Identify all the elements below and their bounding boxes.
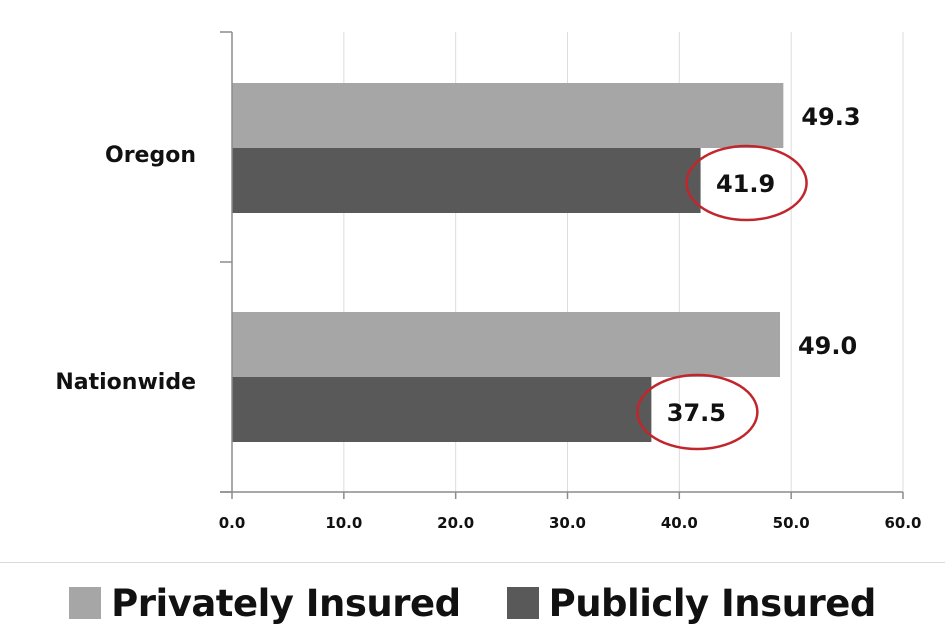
- bar-chart: 0.0 10.0 20.0 30.0 40.0 50.0 60.0 Oregon Natio…: [55, 31, 922, 532]
- value-label-nationwide-privately-insured: 49.0: [798, 332, 857, 360]
- x-ticks: 0.0 10.0 20.0 30.0 40.0 50.0 60.0: [219, 31, 922, 532]
- bar-nationwide-privately-insured: [232, 312, 780, 377]
- value-label-oregon-publicly-insured: 41.9: [716, 170, 775, 198]
- legend-item-privately-insured: Privately Insured: [69, 581, 461, 625]
- x-tick-label-20-0: 20.0: [437, 514, 474, 532]
- legend-separator: [0, 562, 945, 563]
- highlight-circle-oregon: [685, 144, 808, 222]
- x-tick-label-10-0: 10.0: [325, 514, 362, 532]
- value-labels: 49.3 41.9 49.0 37.5: [667, 103, 861, 427]
- legend-label-publicly-insured: Publicly Insured: [548, 581, 877, 625]
- x-tick-label-30-0: 30.0: [549, 514, 586, 532]
- bar-nationwide-publicly-insured: [232, 377, 652, 442]
- legend-swatch-privately-insured: [69, 587, 102, 619]
- highlight-circles: [636, 144, 808, 451]
- x-tick-label-50-0: 50.0: [773, 514, 810, 532]
- bar-oregon-privately-insured: [232, 83, 784, 148]
- value-label-nationwide-publicly-insured: 37.5: [667, 399, 726, 427]
- x-tick-label-40-0: 40.0: [661, 514, 698, 532]
- legend-swatch-publicly-insured: [506, 587, 539, 619]
- category-label-oregon: Oregon: [105, 143, 196, 168]
- legend-label-privately-insured: Privately Insured: [111, 581, 461, 625]
- bar-oregon-publicly-insured: [232, 148, 701, 213]
- category-label-nationwide: Nationwide: [55, 370, 196, 395]
- legend: Privately Insured Publicly Insured: [0, 578, 945, 628]
- category-labels: Oregon Nationwide: [55, 143, 196, 395]
- legend-item-publicly-insured: Publicly Insured: [506, 581, 877, 625]
- x-tick-label-60-0: 60.0: [884, 514, 921, 532]
- highlight-circle-nationwide: [636, 373, 759, 451]
- bars: [232, 83, 784, 442]
- value-label-oregon-privately-insured: 49.3: [801, 103, 860, 131]
- x-tick-label-0-0: 0.0: [219, 514, 246, 532]
